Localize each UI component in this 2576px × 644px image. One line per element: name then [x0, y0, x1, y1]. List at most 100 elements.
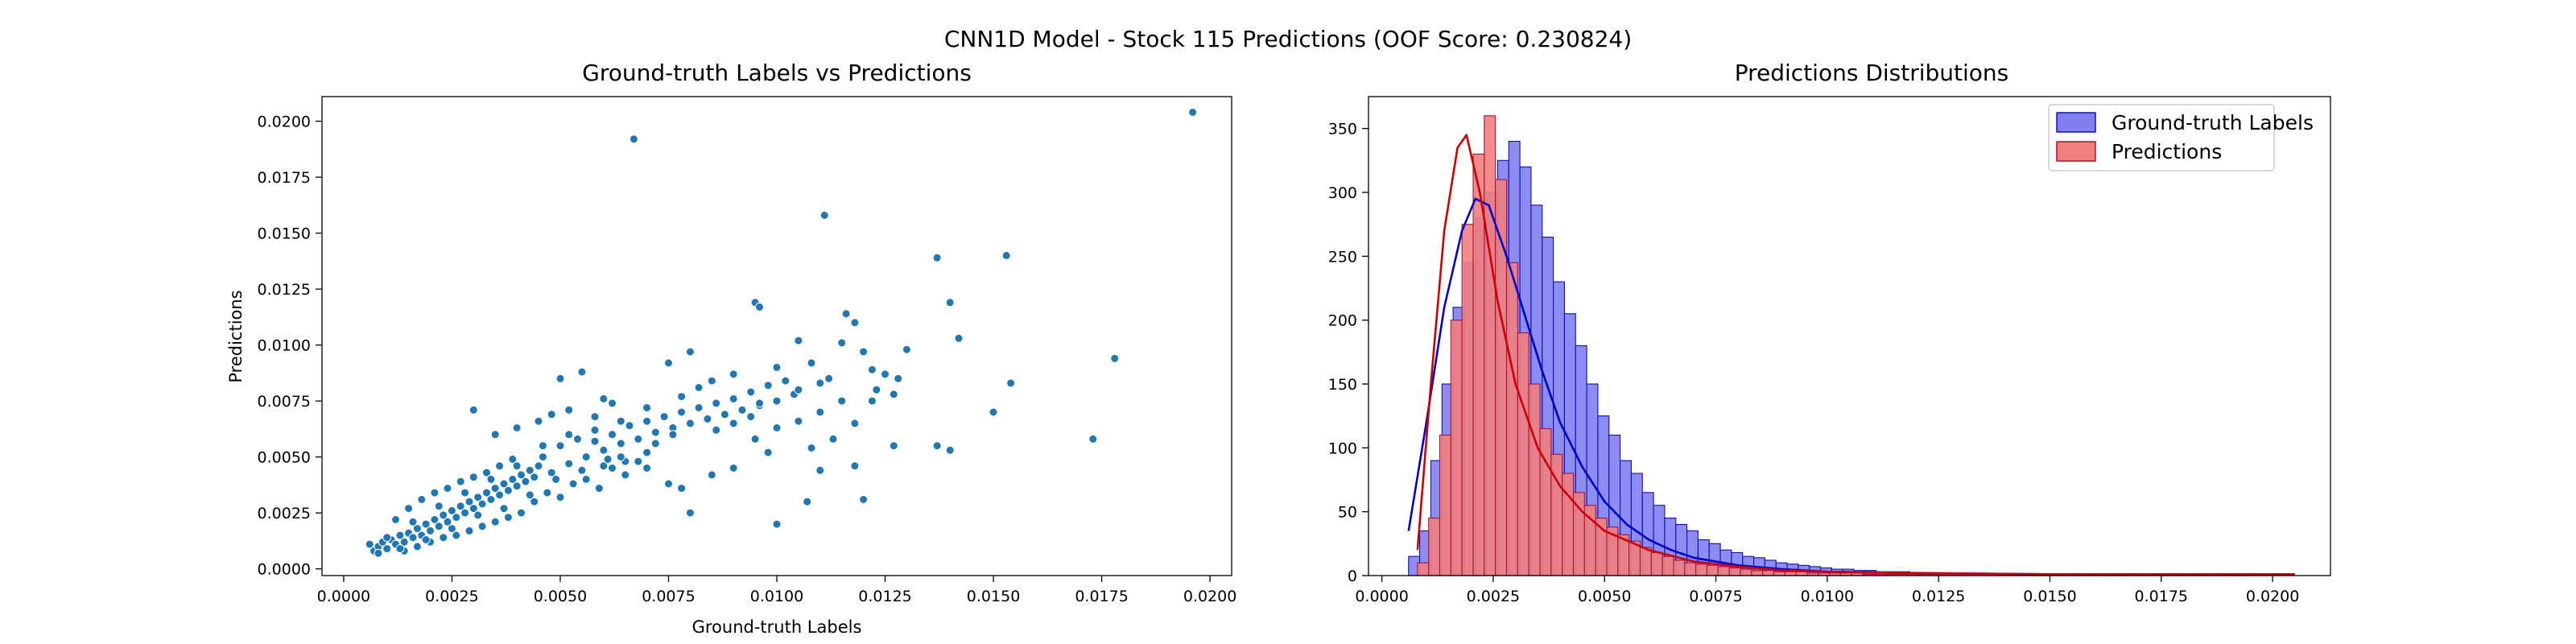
scatter-x-tick-label: 0.0000 — [317, 588, 370, 605]
scatter-point — [828, 434, 838, 444]
histogram-x-tick-label: 0.0025 — [1467, 588, 1520, 605]
scatter-point — [434, 502, 444, 511]
scatter-point — [746, 387, 756, 397]
scatter-point — [577, 465, 587, 475]
histogram-x-tick-label: 0.0125 — [1912, 588, 1965, 605]
scatter-point — [750, 434, 760, 444]
scatter-point — [581, 452, 591, 462]
scatter-point — [746, 412, 756, 422]
scatter-point — [1188, 108, 1198, 117]
scatter-point — [395, 530, 405, 540]
scatter-point — [564, 430, 574, 440]
scatter-point — [551, 474, 561, 484]
scatter-point — [803, 497, 812, 506]
scatter-point — [608, 430, 617, 440]
legend-swatch-predictions — [2056, 141, 2096, 162]
prediction-bar — [1505, 262, 1518, 576]
prediction-bar — [1539, 427, 1552, 576]
scatter-point — [781, 376, 791, 386]
scatter-point — [772, 362, 782, 372]
scatter-point — [755, 398, 764, 408]
legend-swatch-truth — [2056, 112, 2096, 133]
scatter-point — [599, 394, 609, 403]
scatter-point — [460, 488, 470, 497]
scatter-point — [685, 508, 695, 518]
scatter-point — [430, 488, 440, 497]
scatter-y-tick-label: 0.0200 — [258, 114, 311, 131]
scatter-point — [486, 495, 496, 504]
prediction-bar — [1795, 571, 1808, 576]
scatter-point — [456, 502, 465, 511]
histogram-x-tick-label: 0.0175 — [2135, 588, 2188, 605]
scatter-point — [538, 441, 547, 451]
scatter-point — [894, 374, 903, 383]
scatter-point — [490, 484, 500, 493]
scatter-point — [512, 461, 522, 471]
scatter-point — [447, 524, 456, 534]
scatter-point — [460, 508, 470, 518]
scatter-point — [391, 515, 400, 524]
scatter-point — [439, 510, 448, 520]
scatter-point — [841, 309, 851, 319]
prediction-bar — [1717, 566, 1730, 576]
scatter-point — [594, 484, 604, 493]
histogram-y-tick-label: 0 — [1348, 568, 1357, 585]
scatter-point — [417, 495, 427, 504]
histogram-title: Predictions Distributions — [1735, 60, 2009, 86]
scatter-point — [737, 405, 747, 415]
histogram-frame — [1368, 96, 2331, 576]
scatter-point — [729, 394, 738, 403]
scatter-y-tick-label: 0.0025 — [258, 505, 311, 522]
scatter-x-tick-label: 0.0150 — [967, 588, 1020, 605]
scatter-y-tick-label: 0.0125 — [258, 281, 311, 299]
scatter-x-tick-label: 0.0025 — [425, 588, 478, 605]
scatter-point — [1001, 250, 1011, 260]
prediction-bar — [1472, 153, 1485, 576]
scatter-point — [677, 407, 687, 417]
scatter-point — [564, 405, 574, 415]
scatter-point — [634, 456, 643, 466]
scatter-point — [642, 464, 652, 473]
scatter-point — [685, 419, 695, 428]
scatter-point — [664, 358, 673, 368]
histogram-y-tick-label: 50 — [1338, 504, 1357, 522]
prediction-bar — [1762, 570, 1775, 576]
scatter-point — [443, 517, 452, 526]
histogram-y-ticks: 0 50 100 150 200 250 300 350 — [1328, 121, 1368, 585]
scatter-point — [850, 461, 860, 471]
scatter-point — [421, 519, 431, 529]
scatter-point — [677, 392, 687, 402]
scatter-point — [473, 510, 483, 520]
scatter-point — [568, 479, 578, 489]
histogram-x-tick-label: 0.0150 — [2023, 588, 2076, 605]
scatter-point — [642, 416, 652, 426]
scatter-point — [590, 436, 600, 446]
scatter-point — [642, 403, 652, 412]
prediction-bar — [1517, 332, 1530, 576]
scatter-points — [365, 108, 1198, 558]
scatter-point — [650, 427, 660, 437]
scatter-point — [399, 537, 409, 547]
histogram-y-tick-label: 300 — [1328, 184, 1357, 202]
scatter-point — [452, 530, 461, 540]
scatter-point — [490, 430, 500, 440]
scatter-x-tick-label: 0.0050 — [534, 588, 587, 605]
prediction-bar — [1740, 568, 1752, 576]
scatter-point — [642, 448, 652, 457]
scatter-point — [872, 385, 881, 394]
scatter-x-tick-label: 0.0100 — [750, 588, 803, 605]
scatter-point — [608, 464, 617, 473]
scatter-point — [989, 407, 998, 417]
legend-label-truth: Ground-truth Labels — [2112, 111, 2314, 134]
scatter-point — [521, 477, 530, 486]
scatter-point — [555, 493, 565, 502]
scatter-point — [382, 544, 392, 554]
scatter-point — [755, 302, 764, 312]
scatter-y-tick-label: 0.0050 — [258, 449, 311, 467]
prediction-bar — [1662, 555, 1674, 576]
scatter-point — [807, 444, 816, 452]
scatter-point — [477, 522, 487, 531]
histogram-x-tick-label: 0.0000 — [1355, 588, 1408, 605]
scatter-point — [881, 369, 890, 379]
scatter-point — [616, 416, 625, 426]
